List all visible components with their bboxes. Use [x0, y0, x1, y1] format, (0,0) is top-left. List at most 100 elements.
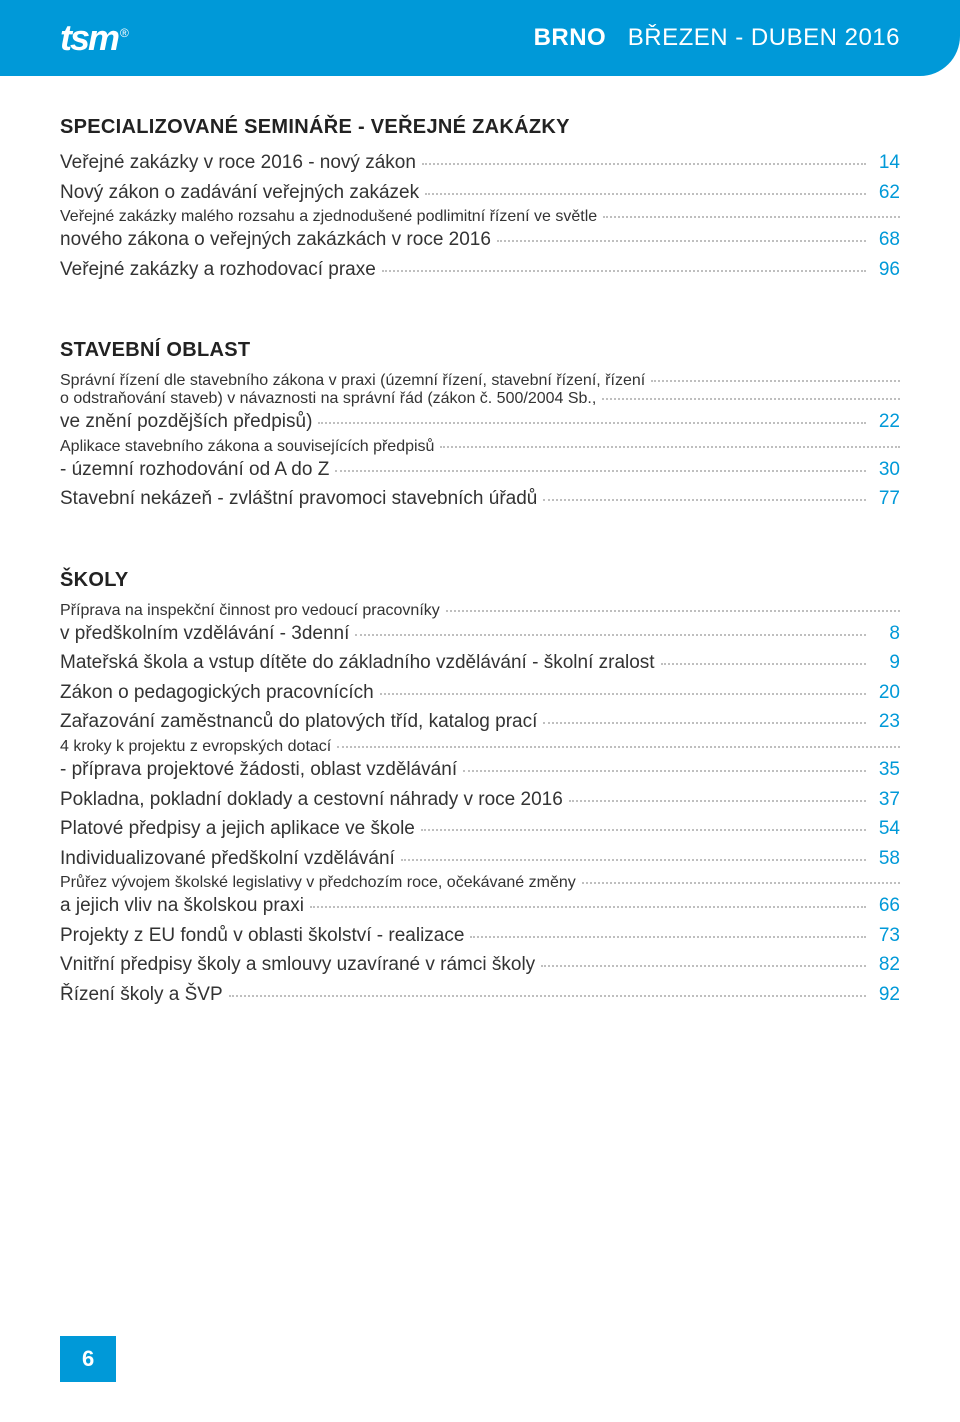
toc-item-line: - příprava projektové žádosti, oblast vz…: [60, 756, 900, 784]
breadcrumb-period: BŘEZEN - DUBEN 2016: [628, 24, 900, 51]
dot-leader: [470, 936, 866, 938]
toc-item-label: Správní řízení dle stavebního zákona v p…: [60, 372, 645, 390]
dot-leader: [603, 216, 900, 218]
page-header: tsm® BRNO BŘEZEN - DUBEN 2016: [0, 0, 960, 76]
toc-item-page: 37: [872, 786, 900, 814]
toc-item-page: 77: [872, 485, 900, 513]
toc-item-label: Individualizované předškolní vzdělávání: [60, 845, 395, 873]
toc-item-line: - územní rozhodování od A do Z 30: [60, 456, 900, 484]
toc-item-line: Projekty z EU fondů v oblasti školství -…: [60, 922, 900, 950]
dot-leader: [463, 770, 866, 772]
toc-item-line: Individualizované předškolní vzdělávání5…: [60, 845, 900, 873]
dot-leader: [318, 422, 866, 424]
toc-item-label: - příprava projektové žádosti, oblast vz…: [60, 756, 457, 784]
toc-item-label: nového zákona o veřejných zakázkách v ro…: [60, 226, 491, 254]
toc-item: Správní řízení dle stavebního zákona v p…: [60, 372, 900, 436]
toc-item-line: v předškolním vzdělávání - 3denní8: [60, 620, 900, 648]
toc-item-page: 96: [872, 256, 900, 284]
toc-item: Zařazování zaměstnanců do platových tříd…: [60, 708, 900, 736]
dot-leader: [446, 610, 900, 612]
toc-item-label: - územní rozhodování od A do Z: [60, 456, 329, 484]
toc-item-label: Veřejné zakázky malého rozsahu a zjednod…: [60, 208, 597, 226]
toc-item-page: 30: [872, 456, 900, 484]
toc-item: Individualizované předškolní vzdělávání5…: [60, 845, 900, 873]
dot-leader: [401, 859, 866, 861]
toc-item-label: Zařazování zaměstnanců do platových tříd…: [60, 708, 537, 736]
toc-item-label: Veřejné zakázky v roce 2016 - nový zákon: [60, 149, 416, 177]
toc-item-page: 14: [872, 149, 900, 177]
toc-item-page: 22: [872, 408, 900, 436]
toc-item-label: Řízení školy a ŠVP: [60, 981, 223, 1009]
toc-item-line: Nový zákon o zadávání veřejných zakázek6…: [60, 179, 900, 207]
dot-leader: [543, 722, 866, 724]
page-number: 6: [82, 1346, 94, 1371]
dot-leader: [335, 470, 866, 472]
dot-leader: [543, 499, 866, 501]
toc-section: ŠKOLY Příprava na inspekční činnost pro v…: [60, 569, 900, 1009]
toc-item-page: 66: [872, 892, 900, 920]
dot-leader: [229, 995, 866, 997]
toc-item-line: o odstraňování staveb) v návaznosti na s…: [60, 390, 900, 408]
toc-item-line: Veřejné zakázky v roce 2016 - nový zákon…: [60, 149, 900, 177]
toc-item: Aplikace stavebního zákona a související…: [60, 438, 900, 484]
toc-item-line: a jejich vliv na školskou praxi66: [60, 892, 900, 920]
dot-leader: [380, 693, 866, 695]
toc-item: Platové předpisy a jejich aplikace ve šk…: [60, 815, 900, 843]
dot-leader: [661, 663, 866, 665]
toc-section: STAVEBNÍ OBLAST Správní řízení dle staveb…: [60, 339, 900, 513]
toc-item-page: 54: [872, 815, 900, 843]
toc-item-label: Vnitřní předpisy školy a smlouvy uzavíra…: [60, 951, 535, 979]
toc-item: Veřejné zakázky malého rozsahu a zjednod…: [60, 208, 900, 254]
toc-item-label: o odstraňování staveb) v návaznosti na s…: [60, 390, 596, 408]
logo-text: tsm: [60, 17, 118, 58]
dot-leader: [422, 163, 866, 165]
toc-item-page: 20: [872, 679, 900, 707]
section-title: ŠKOLY: [60, 569, 900, 592]
toc-item-label: Aplikace stavebního zákona a související…: [60, 438, 434, 456]
toc-item: Zákon o pedagogických pracovnících20: [60, 679, 900, 707]
toc-item-label: ve znění pozdějších předpisů): [60, 408, 312, 436]
toc-item-line: Průřez vývojem školské legislativy v pře…: [60, 874, 900, 892]
toc-item-line: Veřejné zakázky a rozhodovací praxe 96: [60, 256, 900, 284]
toc-item: Veřejné zakázky a rozhodovací praxe 96: [60, 256, 900, 284]
toc-item-label: Projekty z EU fondů v oblasti školství -…: [60, 922, 464, 950]
toc-item: Řízení školy a ŠVP 92: [60, 981, 900, 1009]
toc-item-page: 73: [872, 922, 900, 950]
toc-item-line: Zařazování zaměstnanců do platových tříd…: [60, 708, 900, 736]
toc-item-page: 92: [872, 981, 900, 1009]
toc-item-line: Vnitřní předpisy školy a smlouvy uzavíra…: [60, 951, 900, 979]
toc-item-page: 82: [872, 951, 900, 979]
toc-item-label: Pokladna, pokladní doklady a cestovní ná…: [60, 786, 563, 814]
toc-item-line: Pokladna, pokladní doklady a cestovní ná…: [60, 786, 900, 814]
toc-item-line: ve znění pozdějších předpisů) 22: [60, 408, 900, 436]
toc-item-line: Platové předpisy a jejich aplikace ve šk…: [60, 815, 900, 843]
toc-item: 4 kroky k projektu z evropských dotací- …: [60, 738, 900, 784]
toc-item-page: 23: [872, 708, 900, 736]
breadcrumb-city: BRNO: [534, 24, 607, 51]
dot-leader: [382, 270, 866, 272]
toc-item-line: Zákon o pedagogických pracovnících20: [60, 679, 900, 707]
toc-item-label: Nový zákon o zadávání veřejných zakázek: [60, 179, 419, 207]
page: tsm® BRNO BŘEZEN - DUBEN 2016 SPECIALIZO…: [0, 0, 960, 1422]
dot-leader: [569, 800, 866, 802]
toc-item: Příprava na inspekční činnost pro vedouc…: [60, 602, 900, 648]
dot-leader: [651, 380, 900, 382]
toc-item: Veřejné zakázky v roce 2016 - nový zákon…: [60, 149, 900, 177]
section-title: STAVEBNÍ OBLAST: [60, 339, 900, 362]
toc-item-label: Veřejné zakázky a rozhodovací praxe: [60, 256, 376, 284]
toc-item: Mateřská škola a vstup dítěte do základn…: [60, 649, 900, 677]
breadcrumb: BRNO BŘEZEN - DUBEN 2016: [534, 24, 900, 52]
dot-leader: [440, 446, 900, 448]
toc-item-line: Správní řízení dle stavebního zákona v p…: [60, 372, 900, 390]
toc-item-label: Průřez vývojem školské legislativy v pře…: [60, 874, 576, 892]
toc-item-label: Stavební nekázeň - zvláštní pravomoci st…: [60, 485, 537, 513]
dot-leader: [425, 193, 866, 195]
section-title: SPECIALIZOVANÉ SEMINÁŘE - VEŘEJNÉ ZAKÁZK…: [60, 116, 900, 139]
toc-item: Nový zákon o zadávání veřejných zakázek6…: [60, 179, 900, 207]
toc-item-page: 68: [872, 226, 900, 254]
toc-item-label: Mateřská škola a vstup dítěte do základn…: [60, 649, 655, 677]
toc-item-line: Příprava na inspekční činnost pro vedouc…: [60, 602, 900, 620]
toc-item-page: 8: [872, 620, 900, 648]
dot-leader: [337, 746, 900, 748]
toc-item: Průřez vývojem školské legislativy v pře…: [60, 874, 900, 920]
